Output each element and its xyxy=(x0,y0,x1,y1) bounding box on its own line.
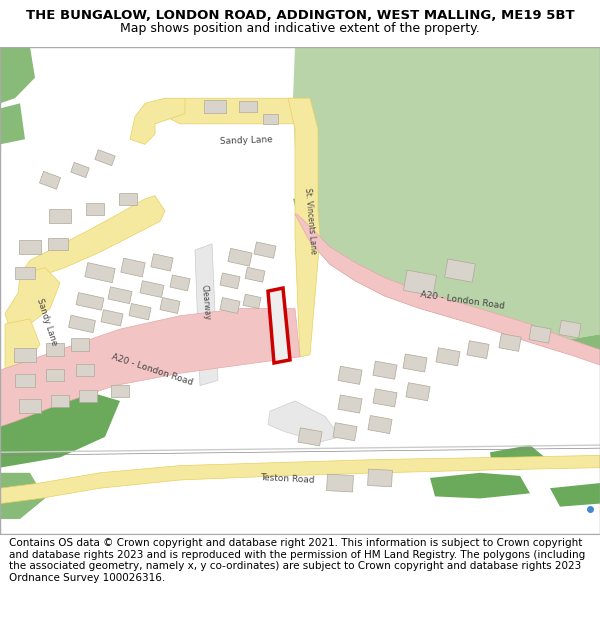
Bar xyxy=(76,364,94,376)
Polygon shape xyxy=(268,288,290,363)
Polygon shape xyxy=(288,98,320,357)
Bar xyxy=(19,241,41,254)
Polygon shape xyxy=(550,483,600,507)
Polygon shape xyxy=(5,319,40,370)
Bar xyxy=(529,326,551,343)
Polygon shape xyxy=(293,47,600,339)
Polygon shape xyxy=(0,456,600,504)
Bar xyxy=(373,389,397,407)
Polygon shape xyxy=(195,244,218,386)
Bar xyxy=(170,275,190,291)
Text: Sandy Lane: Sandy Lane xyxy=(35,297,59,346)
Polygon shape xyxy=(268,401,340,442)
Bar xyxy=(79,389,97,402)
Bar xyxy=(40,171,61,189)
Text: Sandy Lane: Sandy Lane xyxy=(220,136,273,146)
Bar xyxy=(121,258,145,277)
Polygon shape xyxy=(160,98,300,124)
Bar xyxy=(151,254,173,271)
Bar xyxy=(15,266,35,279)
Bar xyxy=(51,395,69,407)
Polygon shape xyxy=(0,472,45,519)
Bar xyxy=(403,270,437,296)
Polygon shape xyxy=(0,391,120,468)
Bar xyxy=(129,304,151,320)
Bar xyxy=(108,287,132,304)
Polygon shape xyxy=(0,309,300,427)
Bar xyxy=(368,469,392,487)
Text: THE BUNGALOW, LONDON ROAD, ADDINGTON, WEST MALLING, ME19 5BT: THE BUNGALOW, LONDON ROAD, ADDINGTON, WE… xyxy=(26,9,574,22)
Bar xyxy=(220,298,240,314)
Bar xyxy=(338,395,362,413)
Bar xyxy=(111,384,129,397)
Bar xyxy=(15,374,35,387)
Bar xyxy=(95,150,115,166)
Bar xyxy=(559,320,581,338)
Bar xyxy=(204,100,226,112)
Bar xyxy=(101,309,123,326)
Bar xyxy=(160,298,180,314)
Bar xyxy=(76,292,104,310)
Polygon shape xyxy=(130,98,185,144)
Text: A20 - London Road: A20 - London Road xyxy=(110,352,194,388)
Bar xyxy=(245,268,265,282)
Text: Teston Road: Teston Road xyxy=(260,473,315,485)
Bar xyxy=(403,354,427,372)
Bar xyxy=(19,399,41,413)
Polygon shape xyxy=(5,363,32,396)
Bar xyxy=(338,366,362,384)
Bar xyxy=(71,162,89,177)
Bar xyxy=(373,361,397,379)
Bar xyxy=(228,248,252,266)
Bar xyxy=(436,348,460,366)
Bar xyxy=(243,294,261,309)
Bar xyxy=(263,114,277,124)
Bar xyxy=(49,209,71,223)
Bar xyxy=(46,344,64,356)
Polygon shape xyxy=(0,47,35,103)
Bar xyxy=(48,238,68,250)
Bar xyxy=(467,341,489,359)
Bar xyxy=(119,192,137,205)
Bar xyxy=(406,382,430,401)
Bar xyxy=(86,203,104,215)
Text: Map shows position and indicative extent of the property.: Map shows position and indicative extent… xyxy=(120,22,480,35)
Polygon shape xyxy=(293,199,600,355)
Bar xyxy=(239,101,257,111)
Bar xyxy=(326,474,353,492)
Bar xyxy=(71,338,89,351)
Bar xyxy=(333,422,357,441)
Bar xyxy=(368,416,392,434)
Text: St. Vincents Lane: St. Vincents Lane xyxy=(303,187,318,254)
Bar xyxy=(14,348,36,362)
Bar xyxy=(220,273,240,289)
Text: A20 - London Road: A20 - London Road xyxy=(420,290,506,311)
Polygon shape xyxy=(430,472,530,499)
Bar xyxy=(85,262,115,282)
Polygon shape xyxy=(490,445,545,470)
Bar xyxy=(254,242,276,258)
Text: Contains OS data © Crown copyright and database right 2021. This information is : Contains OS data © Crown copyright and d… xyxy=(9,538,585,582)
Bar xyxy=(499,334,521,351)
Polygon shape xyxy=(0,103,25,144)
Polygon shape xyxy=(5,268,60,329)
Text: Clearway: Clearway xyxy=(200,284,212,321)
Bar xyxy=(46,369,64,381)
Bar xyxy=(298,428,322,446)
Polygon shape xyxy=(295,214,600,365)
Bar xyxy=(68,315,95,332)
Bar xyxy=(445,259,475,282)
Polygon shape xyxy=(20,196,165,288)
Bar xyxy=(140,281,164,298)
